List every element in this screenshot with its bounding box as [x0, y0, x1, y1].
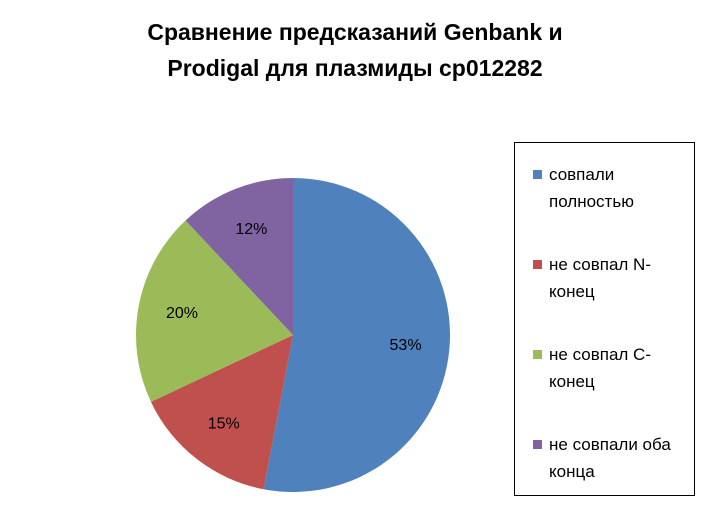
legend-label: не совпал С-конец — [549, 345, 651, 391]
chart-title: Сравнение предсказаний Genbank и Prodiga… — [147, 19, 563, 81]
data-label: 15% — [208, 416, 240, 433]
legend-label: не совпал N-конец — [549, 255, 651, 301]
data-label: 53% — [390, 337, 422, 354]
data-label: 20% — [166, 305, 198, 322]
pie-slice — [185, 178, 293, 335]
legend-item: не совпали оба конца — [529, 431, 684, 521]
legend-item: не совпал N-конец — [529, 251, 684, 341]
legend-swatch — [533, 350, 542, 359]
legend-item: совпали полностью — [529, 161, 684, 251]
data-label: 12% — [235, 221, 267, 238]
pie-slice — [136, 220, 293, 402]
legend-label: не совпали оба конца — [549, 435, 671, 481]
legend-item: не совпал С-конец — [529, 341, 684, 431]
legend-swatch — [533, 440, 542, 449]
legend-swatch — [533, 260, 542, 269]
legend: совпали полностью не совпал N-конец не сов… — [514, 142, 695, 496]
pie-slice — [263, 178, 450, 492]
pie-slice — [150, 335, 293, 490]
legend-label: совпали полностью — [549, 165, 634, 211]
legend-swatch — [533, 170, 542, 179]
